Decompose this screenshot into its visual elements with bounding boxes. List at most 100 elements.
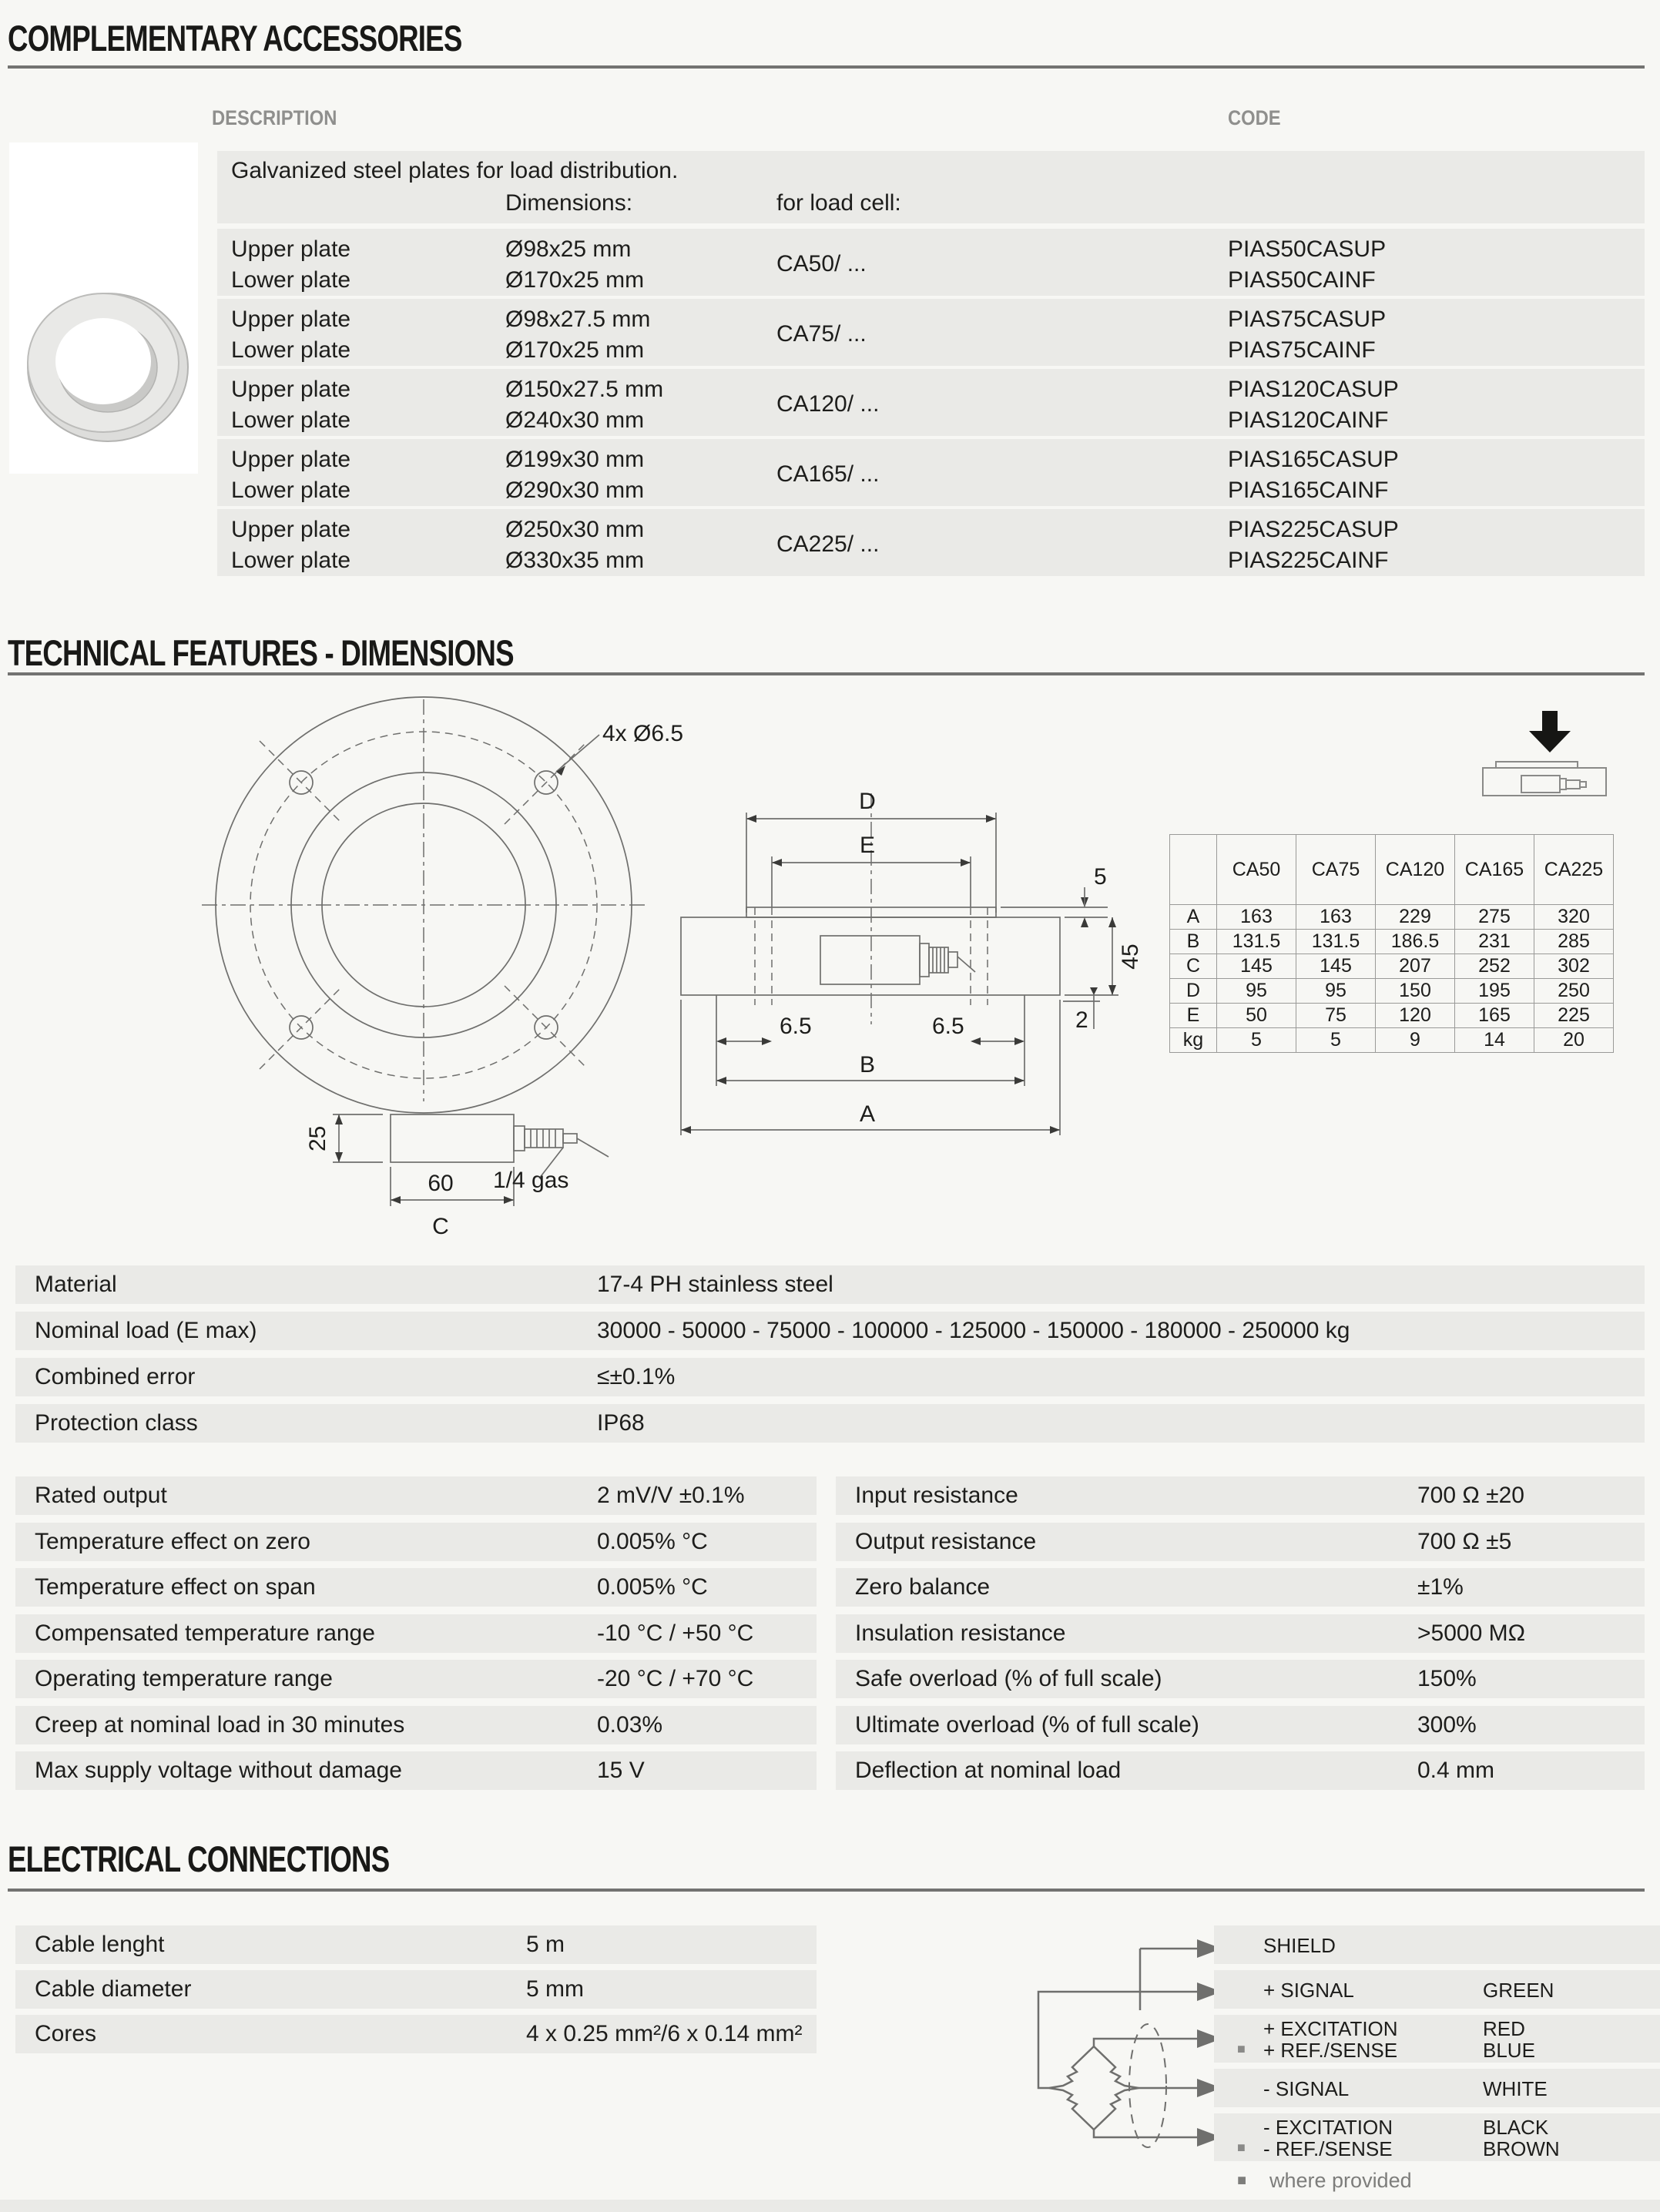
wire-label: - EXCITATION <box>1263 2116 1393 2139</box>
dim-value: 5 <box>1216 1027 1296 1053</box>
dim-value: 20 <box>1534 1027 1614 1053</box>
lower-plate-label: Lower plate <box>231 407 351 433</box>
dim-row-label: E <box>1169 1003 1217 1028</box>
lower-dim: Ø170x25 mm <box>505 337 645 363</box>
gas-label: 1/4 gas <box>493 1168 568 1193</box>
wire-label: - SIGNAL <box>1263 2077 1350 2100</box>
upper-plate-label: Upper plate <box>231 236 351 262</box>
loadcell-model: CA120/ ... <box>776 391 880 417</box>
dim-value: 131.5 <box>1216 929 1296 954</box>
dim-value: 320 <box>1534 904 1614 930</box>
spec-label: Temperature effect on span <box>35 1574 316 1600</box>
accessories-intro-row: Galvanized steel plates for load distrib… <box>217 151 1645 223</box>
section-divider <box>8 672 1645 675</box>
dim-D: D <box>859 789 876 814</box>
accessory-row: Upper plate Lower plate Ø199x30 mm Ø290x… <box>217 439 1645 506</box>
dim-25: 25 <box>305 1126 330 1151</box>
dim-value: 95 <box>1216 978 1296 1004</box>
wire-label: + SIGNAL <box>1263 1979 1354 2002</box>
technical-drawing: 4x Ø6.5 25 60 C 1/4 gas D <box>0 685 1155 1240</box>
model-header: CA50 <box>1216 834 1296 905</box>
wire-color: GREEN <box>1483 1979 1554 2002</box>
loadcell-model: CA50/ ... <box>776 251 867 276</box>
dim-2: 2 <box>1075 1007 1088 1033</box>
wiring-row-shield: SHIELD <box>1214 1925 1660 1964</box>
dim-row-label: D <box>1169 978 1217 1004</box>
dim-row-label: C <box>1169 954 1217 979</box>
dim-E: E <box>860 833 875 858</box>
steel-ring-image <box>27 293 189 442</box>
spec-value: IP68 <box>597 1410 645 1436</box>
spec-value: 0.03% <box>597 1712 663 1738</box>
dim-value: 207 <box>1375 954 1455 979</box>
dim-value: 75 <box>1296 1003 1376 1028</box>
dim-table-header-row: CA50 CA75 CA120 CA165 CA225 <box>1169 834 1614 905</box>
spec-row-material: Material 17-4 PH stainless steel <box>15 1265 1645 1304</box>
spec-value: 700 Ω ±20 <box>1417 1483 1524 1508</box>
code-lower: PIAS50CAINF <box>1228 267 1376 293</box>
upper-dim: Ø250x30 mm <box>505 517 645 542</box>
wire-label: + EXCITATION <box>1263 2017 1398 2040</box>
lower-dim: Ø170x25 mm <box>505 267 645 293</box>
dim-value: 275 <box>1454 904 1534 930</box>
cable-value: 5 m <box>526 1932 565 1957</box>
spec-row: Compensated temperature range -10 °C / +… <box>15 1614 817 1653</box>
spec-label: Material <box>35 1272 117 1297</box>
spec-value: 0.005% °C <box>597 1574 708 1600</box>
dim-row-label: A <box>1169 904 1217 930</box>
lower-plate-label: Lower plate <box>231 478 351 503</box>
spec-value: >5000 MΩ <box>1417 1620 1526 1646</box>
spec-value: -20 °C / +70 °C <box>597 1666 754 1691</box>
dim-value: 186.5 <box>1375 929 1455 954</box>
drawing-holes-label: 4x Ø6.5 <box>602 721 683 746</box>
spec-row: Creep at nominal load in 30 minutes 0.03… <box>15 1706 817 1744</box>
cable-value: 5 mm <box>526 1976 584 2002</box>
spec-row: Input resistance 700 Ω ±20 <box>836 1476 1645 1515</box>
dim-C: C <box>432 1214 449 1239</box>
cable-row: Cable diameter 5 mm <box>15 1970 817 2009</box>
dim-value: 131.5 <box>1296 929 1376 954</box>
spec-value: 30000 - 50000 - 75000 - 100000 - 125000 … <box>597 1318 1350 1343</box>
footnote-marker-icon: ■ <box>1237 2041 1246 2056</box>
code-lower: PIAS225CAINF <box>1228 548 1389 573</box>
dim-value: 195 <box>1454 978 1534 1004</box>
upper-dim: Ø98x27.5 mm <box>505 307 651 332</box>
wire-label: - REF./SENSE <box>1263 2137 1393 2160</box>
dim-65-left: 6.5 <box>780 1014 812 1039</box>
wire-color: BROWN <box>1483 2137 1560 2160</box>
cable-row: Cores 4 x 0.25 mm²/6 x 0.14 mm² <box>15 2015 817 2053</box>
spec-value: 15 V <box>597 1758 645 1783</box>
accessories-col-code: CODE <box>1228 106 1281 129</box>
cable-label: Cores <box>35 2021 97 2046</box>
spec-label: Nominal load (E max) <box>35 1318 257 1343</box>
spec-label: Temperature effect on zero <box>35 1529 310 1554</box>
spec-value: 300% <box>1417 1712 1477 1738</box>
spec-label: Compensated temperature range <box>35 1620 375 1646</box>
cable-value: 4 x 0.25 mm²/6 x 0.14 mm² <box>526 2021 803 2046</box>
spec-row: Max supply voltage without damage 15 V <box>15 1751 817 1790</box>
loadcell-label: for load cell: <box>776 190 901 216</box>
spec-row: Insulation resistance >5000 MΩ <box>836 1614 1645 1653</box>
spec-label: Operating temperature range <box>35 1666 333 1691</box>
table-row: E 50 75 120 165 225 <box>1169 1003 1614 1028</box>
code-lower: PIAS120CAINF <box>1228 407 1389 433</box>
wiring-row-plus-signal: + SIGNAL GREEN <box>1214 1970 1660 2009</box>
spec-label: Max supply voltage without damage <box>35 1758 402 1783</box>
dim-value: 165 <box>1454 1003 1534 1028</box>
footnote-marker-icon: ■ <box>1237 2172 1247 2189</box>
table-row: D 95 95 150 195 250 <box>1169 978 1614 1004</box>
dim-B: B <box>860 1052 875 1078</box>
code-upper: PIAS120CASUP <box>1228 377 1399 402</box>
spec-value: 0.005% °C <box>597 1529 708 1554</box>
lower-plate-label: Lower plate <box>231 548 351 573</box>
spec-value: ≤±0.1% <box>597 1364 676 1389</box>
lower-plate-label: Lower plate <box>231 267 351 293</box>
table-row: C 145 145 207 252 302 <box>1169 954 1614 979</box>
spec-label: Zero balance <box>855 1574 991 1600</box>
wire-label: SHIELD <box>1263 1934 1336 1957</box>
spec-value: 17-4 PH stainless steel <box>597 1272 833 1297</box>
upper-plate-label: Upper plate <box>231 307 351 332</box>
code-upper: PIAS165CASUP <box>1228 447 1399 472</box>
dim-value: 163 <box>1296 904 1376 930</box>
